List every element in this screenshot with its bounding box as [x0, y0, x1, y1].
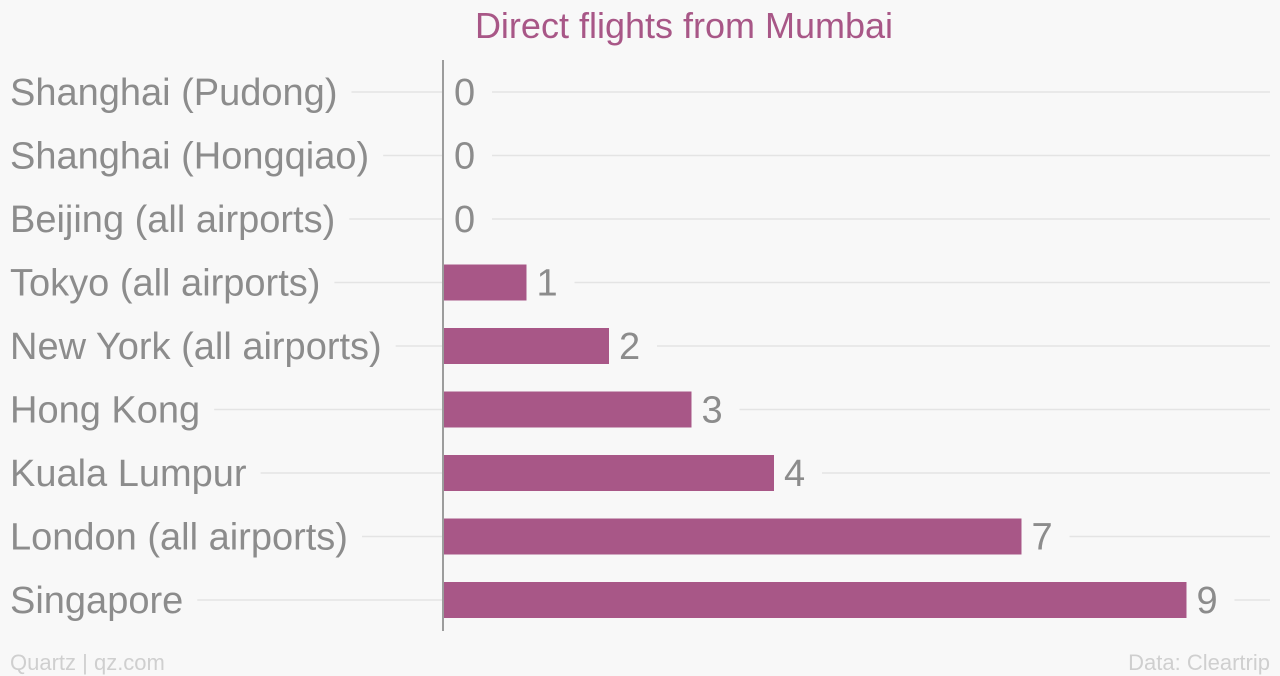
bar-new-york-all-airports — [444, 328, 609, 364]
value-label-shanghai-hongqiao: 0 — [454, 136, 475, 178]
value-label-singapore: 9 — [1197, 580, 1218, 622]
source-credit: Quartz | qz.com — [10, 650, 165, 675]
bar-hong-kong — [444, 391, 692, 428]
value-label-shanghai-pudong: 0 — [454, 72, 475, 114]
category-label-beijing-all-airports: Beijing (all airports) — [10, 199, 335, 241]
category-label-london-all-airports: London (all airports) — [10, 517, 348, 559]
bar-tokyo-all-airports — [444, 264, 527, 301]
category-labels: Shanghai (Pudong) Shanghai (Hongqiao) Beij… — [10, 72, 382, 622]
value-label-london-all-airports: 7 — [1032, 517, 1053, 559]
bar-kuala-lumpur — [444, 455, 774, 491]
category-label-kuala-lumpur: Kuala Lumpur — [10, 453, 247, 495]
value-labels: 0 0 0 1 2 3 4 7 9 — [454, 72, 1218, 622]
bar-singapore — [444, 582, 1187, 618]
category-label-new-york-all-airports: New York (all airports) — [10, 326, 382, 368]
category-label-shanghai-hongqiao: Shanghai (Hongqiao) — [10, 136, 369, 178]
value-label-hong-kong: 3 — [702, 390, 723, 432]
bars — [444, 264, 1187, 618]
category-label-tokyo-all-airports: Tokyo (all airports) — [10, 263, 320, 305]
category-label-shanghai-pudong: Shanghai (Pudong) — [10, 72, 337, 114]
gridlines — [197, 91, 1270, 601]
category-label-hong-kong: Hong Kong — [10, 390, 200, 432]
bar-london-all-airports — [444, 518, 1022, 555]
value-label-beijing-all-airports: 0 — [454, 199, 475, 241]
chart-title: Direct flights from Mumbai — [475, 5, 893, 46]
value-label-kuala-lumpur: 4 — [784, 453, 805, 495]
data-source: Data: Cleartrip — [1128, 650, 1270, 675]
value-label-tokyo-all-airports: 1 — [537, 263, 558, 305]
category-label-singapore: Singapore — [10, 580, 183, 622]
value-label-new-york-all-airports: 2 — [619, 326, 640, 368]
